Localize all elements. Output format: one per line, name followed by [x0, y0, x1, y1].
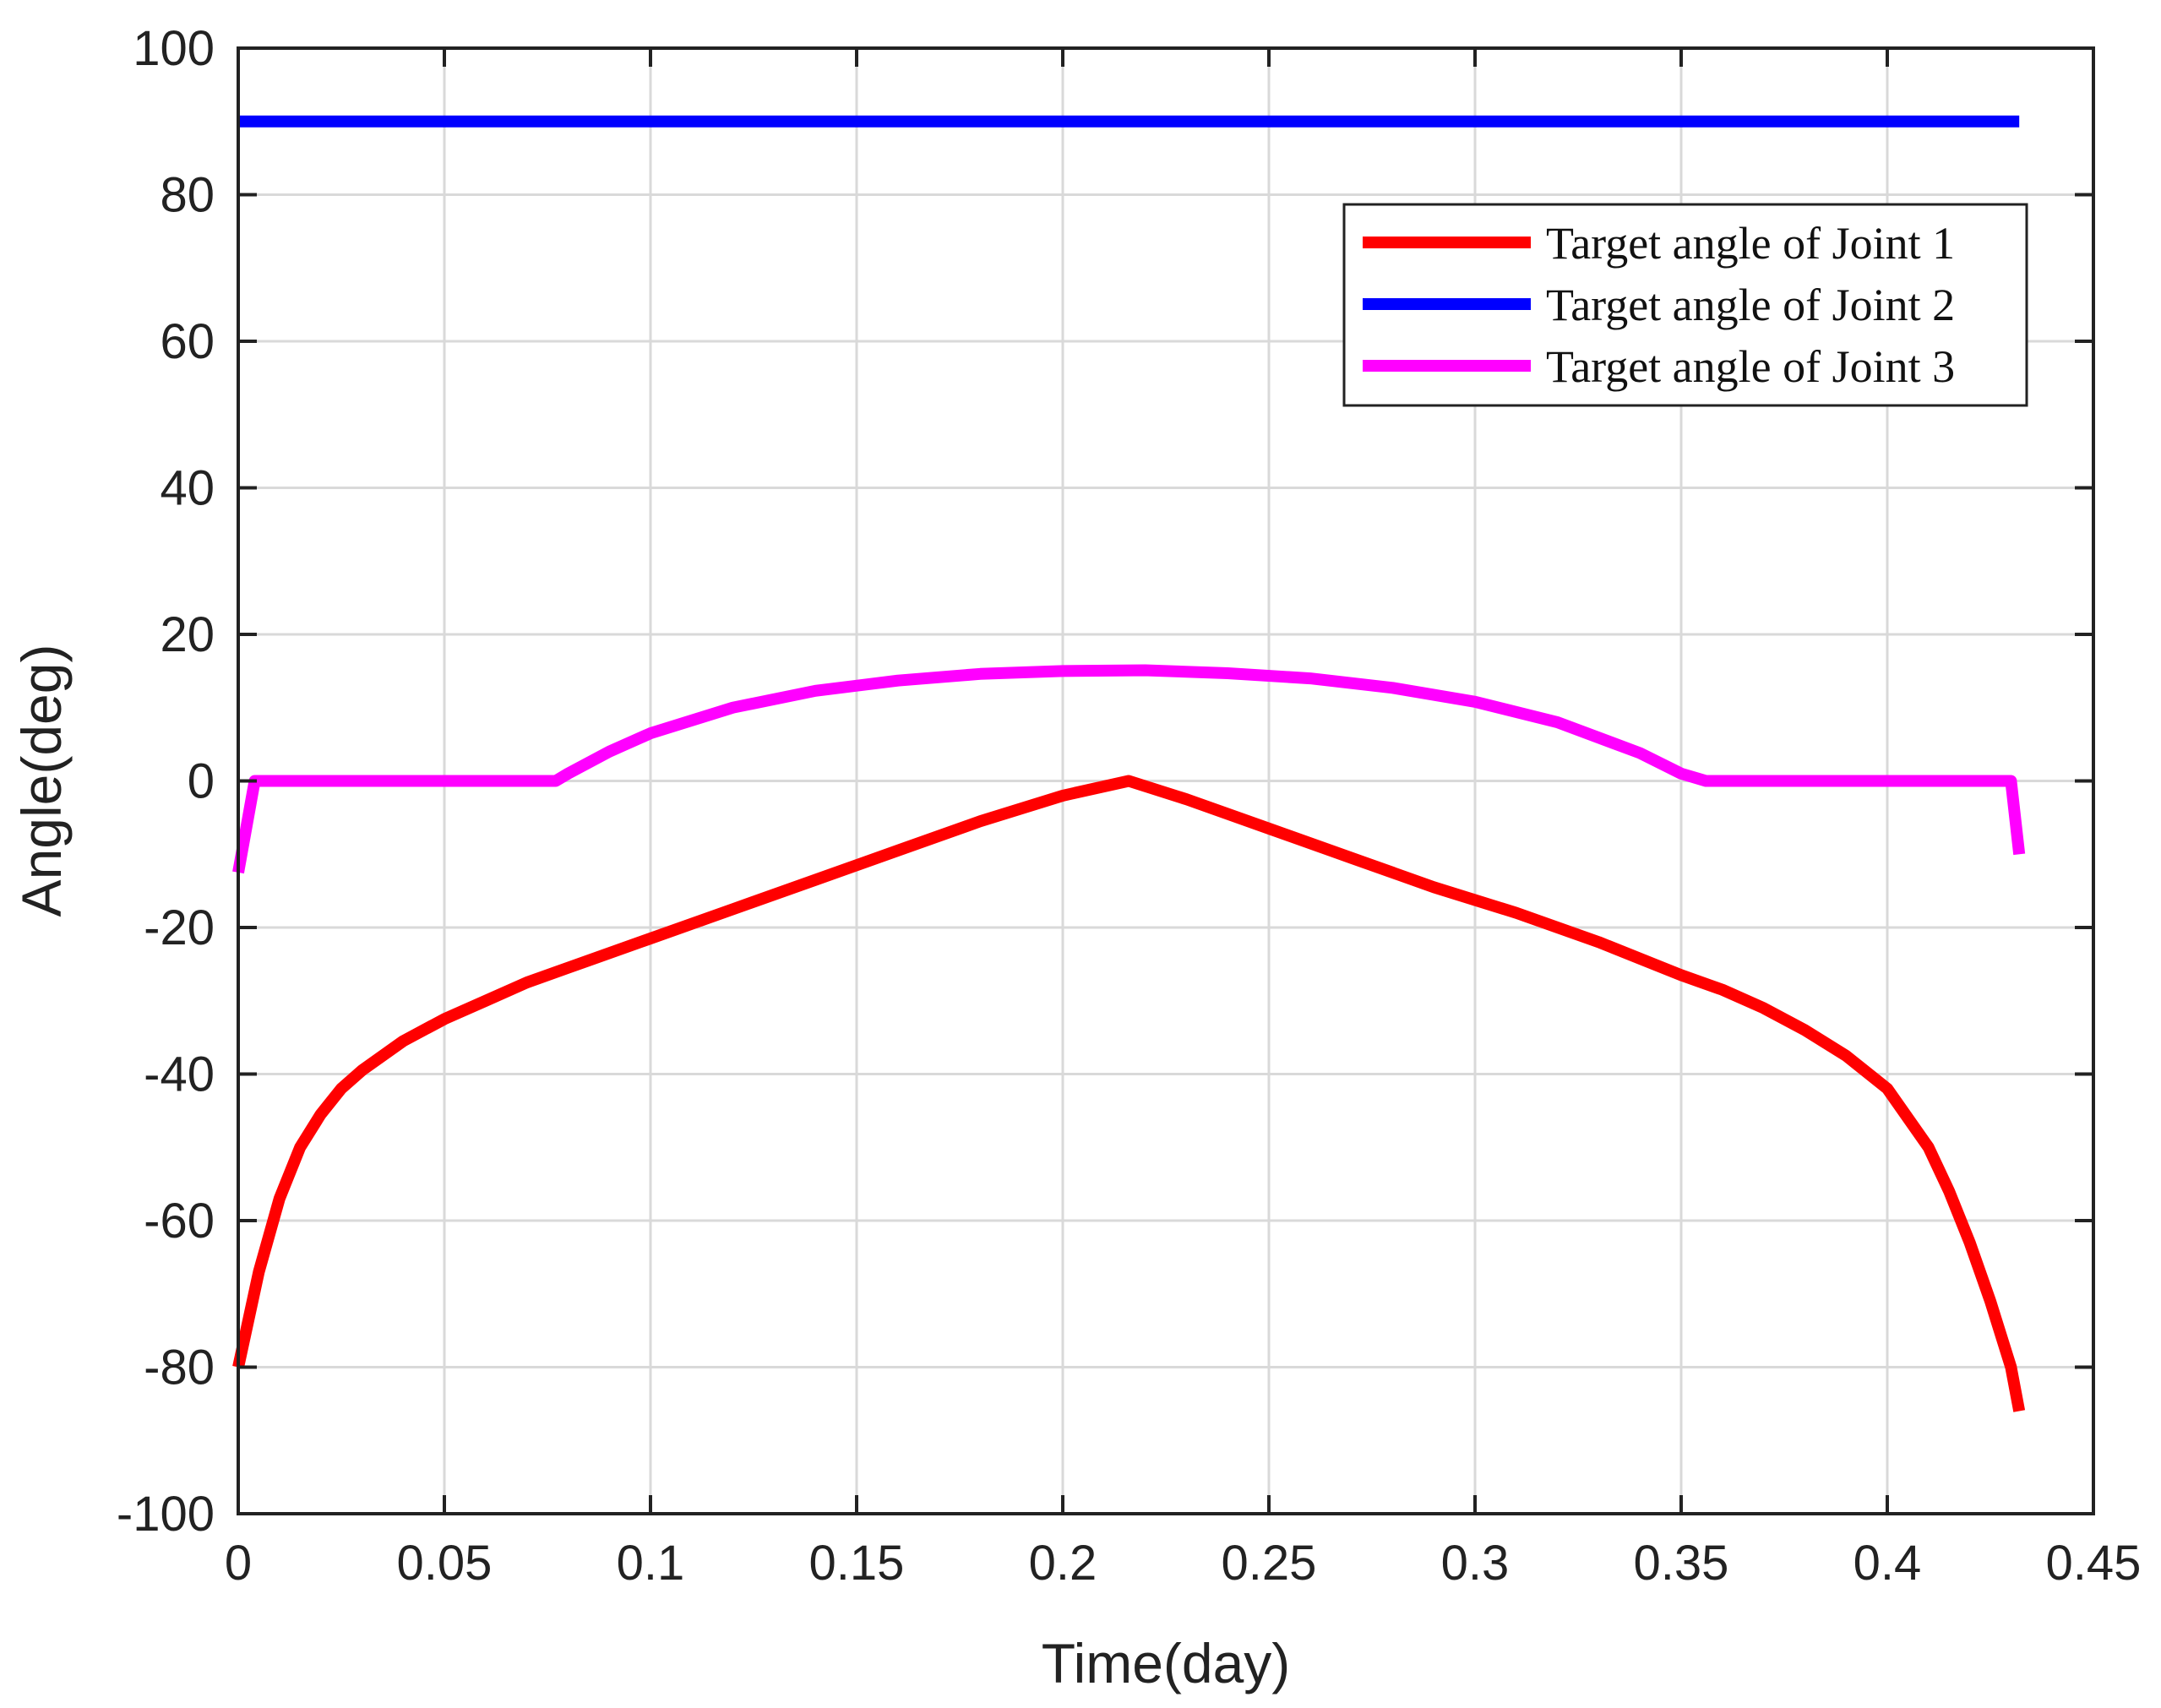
y-tick-label: 80 — [160, 168, 215, 223]
x-tick-label: 0.15 — [809, 1536, 905, 1591]
y-tick-label: -60 — [144, 1194, 215, 1248]
y-tick-label: 40 — [160, 461, 215, 516]
series-line-joint-3 — [232, 664, 2026, 874]
series-lines — [232, 115, 2026, 1412]
y-tick-label: -40 — [144, 1047, 215, 1102]
y-tick-label: 0 — [188, 754, 215, 809]
y-axis-label: Angle(deg) — [10, 645, 73, 917]
x-tick-label: 0.35 — [1634, 1536, 1729, 1591]
legend-label-joint-2: Target angle of Joint 2 — [1546, 280, 1955, 330]
y-tick-label: 60 — [160, 314, 215, 369]
x-tick-label: 0.45 — [2046, 1536, 2142, 1591]
legend: Target angle of Joint 1 Target angle of … — [1342, 203, 2028, 407]
x-tick-label: 0.25 — [1222, 1536, 1317, 1591]
x-tick-label: 0.05 — [397, 1536, 493, 1591]
x-tick-label: 0 — [225, 1536, 252, 1591]
x-axis-label: Time(day) — [1042, 1632, 1291, 1694]
y-tick-label: -100 — [117, 1487, 215, 1542]
y-tick-label: -80 — [144, 1341, 215, 1395]
series-line-joint-1 — [232, 775, 2026, 1412]
axis-ticks: 0 0.05 0.1 0.15 0.2 0.25 0.3 0.35 0.4 0.45 -100 -80… — [117, 21, 2142, 1591]
y-tick-label: 20 — [160, 607, 215, 662]
x-tick-label: 0.1 — [617, 1536, 685, 1591]
x-tick-label: 0.3 — [1441, 1536, 1510, 1591]
y-tick-label: 100 — [133, 21, 215, 76]
x-tick-label: 0.2 — [1029, 1536, 1097, 1591]
x-tick-label: 0.4 — [1853, 1536, 1922, 1591]
y-tick-label: -20 — [144, 900, 215, 955]
legend-label-joint-3: Target angle of Joint 3 — [1546, 341, 1955, 392]
legend-label-joint-1: Target angle of Joint 1 — [1546, 218, 1955, 269]
